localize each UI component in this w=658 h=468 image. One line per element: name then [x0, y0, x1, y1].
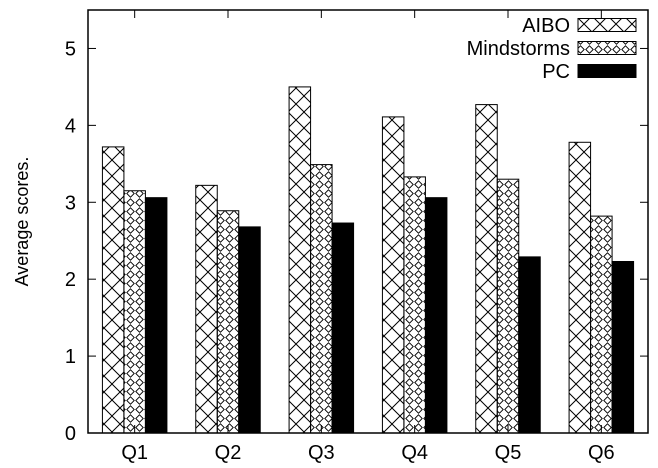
bar-aibo-q5: [475, 104, 498, 434]
x-tick-label: Q1: [121, 442, 148, 464]
y-tick-label: 3: [65, 192, 76, 214]
bar-aibo-q3: [288, 86, 312, 434]
bar-mindstorms-q2: [216, 210, 240, 434]
plot-frame: [87, 9, 649, 434]
bar-mindstorms-q1: [123, 190, 146, 434]
x-tick-label: Q5: [495, 442, 522, 464]
legend-swatch-pc: [577, 64, 637, 78]
legend-label: Mindstorms: [467, 38, 570, 60]
y-tick-label: 2: [65, 269, 76, 291]
bar-mindstorms-q6: [590, 215, 613, 434]
bar-mindstorms-q5: [496, 178, 520, 434]
bar-pc-q4: [424, 197, 448, 434]
y-axis-label: Average scores.: [12, 157, 32, 287]
y-tick-label: 4: [65, 115, 76, 137]
x-tick-label: Q4: [401, 442, 428, 464]
bars: [101, 86, 635, 434]
bar-pc-q5: [518, 256, 541, 434]
legend-label: AIBO: [522, 15, 570, 37]
bar-pc-q2: [238, 226, 261, 434]
legend-swatch-aibo: [577, 18, 637, 32]
bar-mindstorms-q4: [403, 176, 426, 434]
bar-aibo-q1: [101, 146, 125, 434]
bar-pc-q6: [611, 260, 635, 434]
y-axis-ticks: 0 1 2 3 4 5: [65, 38, 648, 445]
bar-aibo-q4: [381, 116, 405, 434]
y-tick-label: 1: [65, 346, 76, 368]
x-tick-label: Q6: [588, 442, 615, 464]
bar-mindstorms-q3: [310, 164, 333, 434]
x-tick-label: Q2: [215, 442, 242, 464]
y-tick-label: 0: [65, 423, 76, 445]
bar-aibo-q2: [195, 184, 218, 434]
y-tick-label: 5: [65, 38, 76, 60]
legend-label: PC: [542, 61, 570, 83]
x-axis-ticks: Q1 Q2 Q3 Q4 Q5 Q6: [121, 10, 615, 464]
bar-pc-q3: [331, 222, 355, 434]
legend-swatch-mindstorms: [577, 41, 637, 55]
x-tick-label: Q3: [308, 442, 335, 464]
bar-aibo-q6: [568, 141, 592, 434]
bar-pc-q1: [144, 197, 168, 434]
